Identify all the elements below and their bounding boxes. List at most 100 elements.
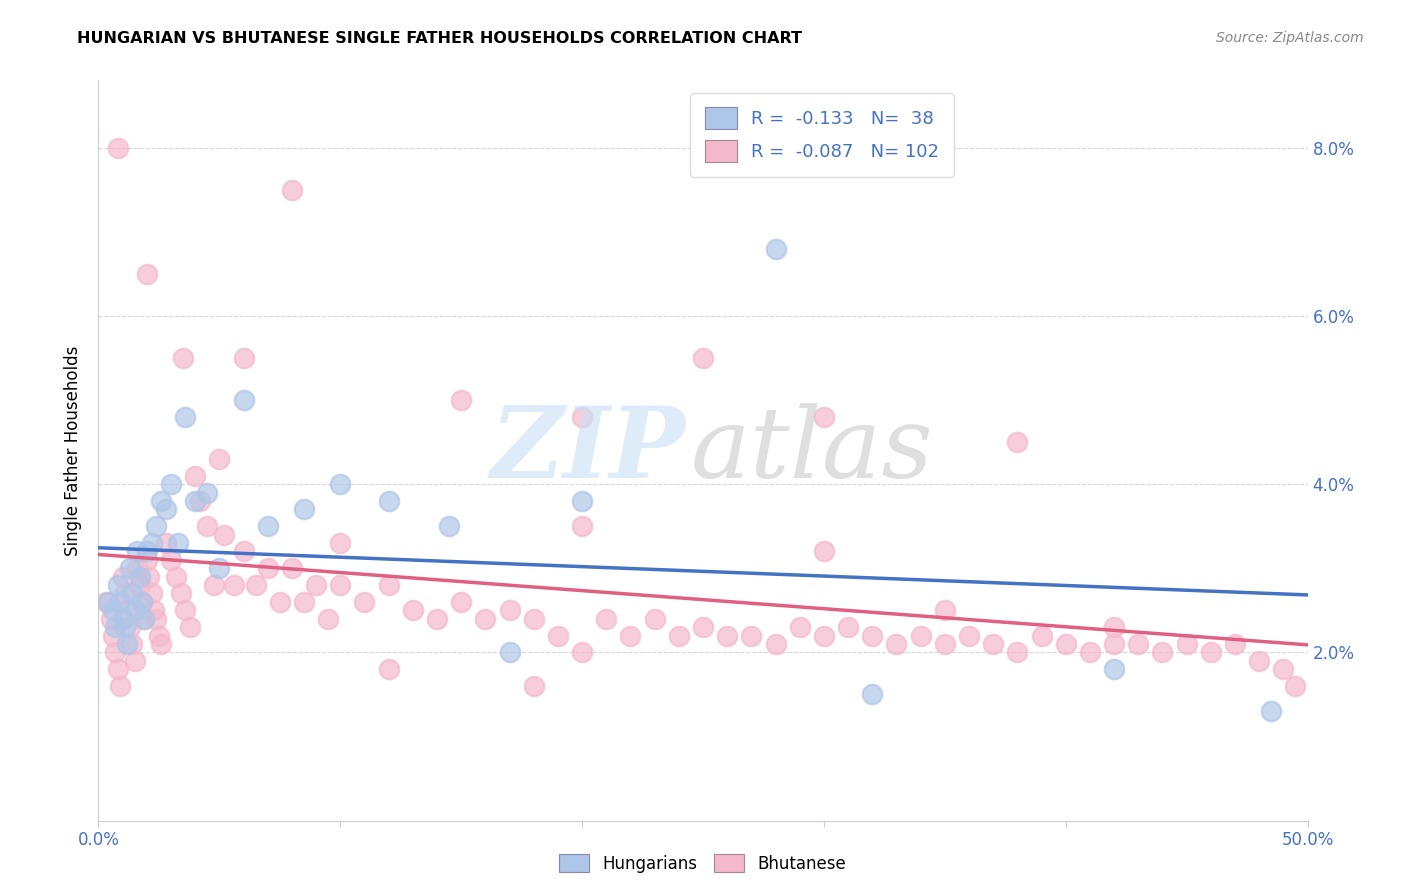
Point	[111, 612, 134, 626]
Y-axis label: Single Father Households: Single Father Households	[65, 345, 83, 556]
Text: HUNGARIAN VS BHUTANESE SINGLE FATHER HOUSEHOLDS CORRELATION CHART: HUNGARIAN VS BHUTANESE SINGLE FATHER HOU…	[77, 31, 803, 46]
Point	[934, 603, 956, 617]
Point	[281, 561, 304, 575]
Point	[1175, 637, 1198, 651]
Point	[114, 586, 136, 600]
Point	[117, 603, 139, 617]
Point	[269, 595, 291, 609]
Point	[329, 477, 352, 491]
Point	[450, 595, 472, 609]
Point	[813, 409, 835, 424]
Point	[571, 645, 593, 659]
Point	[208, 451, 231, 466]
Point	[1102, 620, 1125, 634]
Point	[886, 637, 908, 651]
Point	[165, 569, 187, 583]
Point	[108, 679, 131, 693]
Point	[716, 628, 738, 642]
Point	[571, 494, 593, 508]
Point	[644, 612, 666, 626]
Point	[305, 578, 328, 592]
Point	[128, 569, 150, 583]
Point	[256, 519, 278, 533]
Point	[1272, 662, 1295, 676]
Point	[232, 544, 254, 558]
Point	[118, 620, 141, 634]
Point	[167, 536, 190, 550]
Point	[121, 586, 143, 600]
Point	[114, 620, 136, 634]
Point	[150, 494, 173, 508]
Point	[117, 637, 139, 651]
Legend: Hungarians, Bhutanese: Hungarians, Bhutanese	[553, 847, 853, 880]
Point	[107, 662, 129, 676]
Point	[104, 620, 127, 634]
Point	[138, 569, 160, 583]
Point	[169, 586, 191, 600]
Point	[316, 612, 339, 626]
Point	[692, 351, 714, 365]
Point	[329, 578, 352, 592]
Point	[957, 628, 980, 642]
Point	[789, 620, 811, 634]
Point	[1128, 637, 1150, 651]
Point	[765, 637, 787, 651]
Point	[128, 578, 150, 592]
Point	[232, 351, 254, 365]
Point	[148, 628, 170, 642]
Point	[1260, 704, 1282, 718]
Point	[141, 536, 163, 550]
Point	[1223, 637, 1246, 651]
Point	[143, 603, 166, 617]
Point	[135, 553, 157, 567]
Point	[179, 620, 201, 634]
Point	[107, 140, 129, 154]
Point	[160, 553, 183, 567]
Point	[377, 578, 399, 592]
Point	[121, 637, 143, 651]
Point	[692, 620, 714, 634]
Point	[184, 468, 207, 483]
Point	[1054, 637, 1077, 651]
Point	[232, 392, 254, 407]
Point	[1102, 637, 1125, 651]
Point	[837, 620, 859, 634]
Point	[474, 612, 496, 626]
Point	[256, 561, 278, 575]
Point	[135, 544, 157, 558]
Point	[523, 612, 546, 626]
Point	[1102, 662, 1125, 676]
Point	[860, 628, 883, 642]
Point	[212, 527, 235, 541]
Point	[450, 392, 472, 407]
Point	[547, 628, 569, 642]
Point	[1249, 654, 1271, 668]
Point	[97, 595, 120, 609]
Point	[204, 578, 226, 592]
Point	[498, 645, 520, 659]
Point	[174, 603, 197, 617]
Point	[127, 544, 149, 558]
Point	[571, 409, 593, 424]
Point	[668, 628, 690, 642]
Point	[437, 519, 460, 533]
Text: ZIP: ZIP	[489, 402, 685, 499]
Point	[134, 612, 156, 626]
Point	[188, 494, 211, 508]
Point	[101, 628, 124, 642]
Point	[1007, 645, 1029, 659]
Point	[131, 595, 153, 609]
Point	[134, 612, 156, 626]
Text: atlas: atlas	[690, 403, 934, 498]
Point	[131, 595, 153, 609]
Point	[571, 519, 593, 533]
Point	[160, 477, 183, 491]
Point	[910, 628, 932, 642]
Point	[1031, 628, 1053, 642]
Point	[740, 628, 762, 642]
Point	[1152, 645, 1174, 659]
Point	[329, 536, 352, 550]
Point	[155, 502, 177, 516]
Point	[377, 662, 399, 676]
Point	[195, 485, 218, 500]
